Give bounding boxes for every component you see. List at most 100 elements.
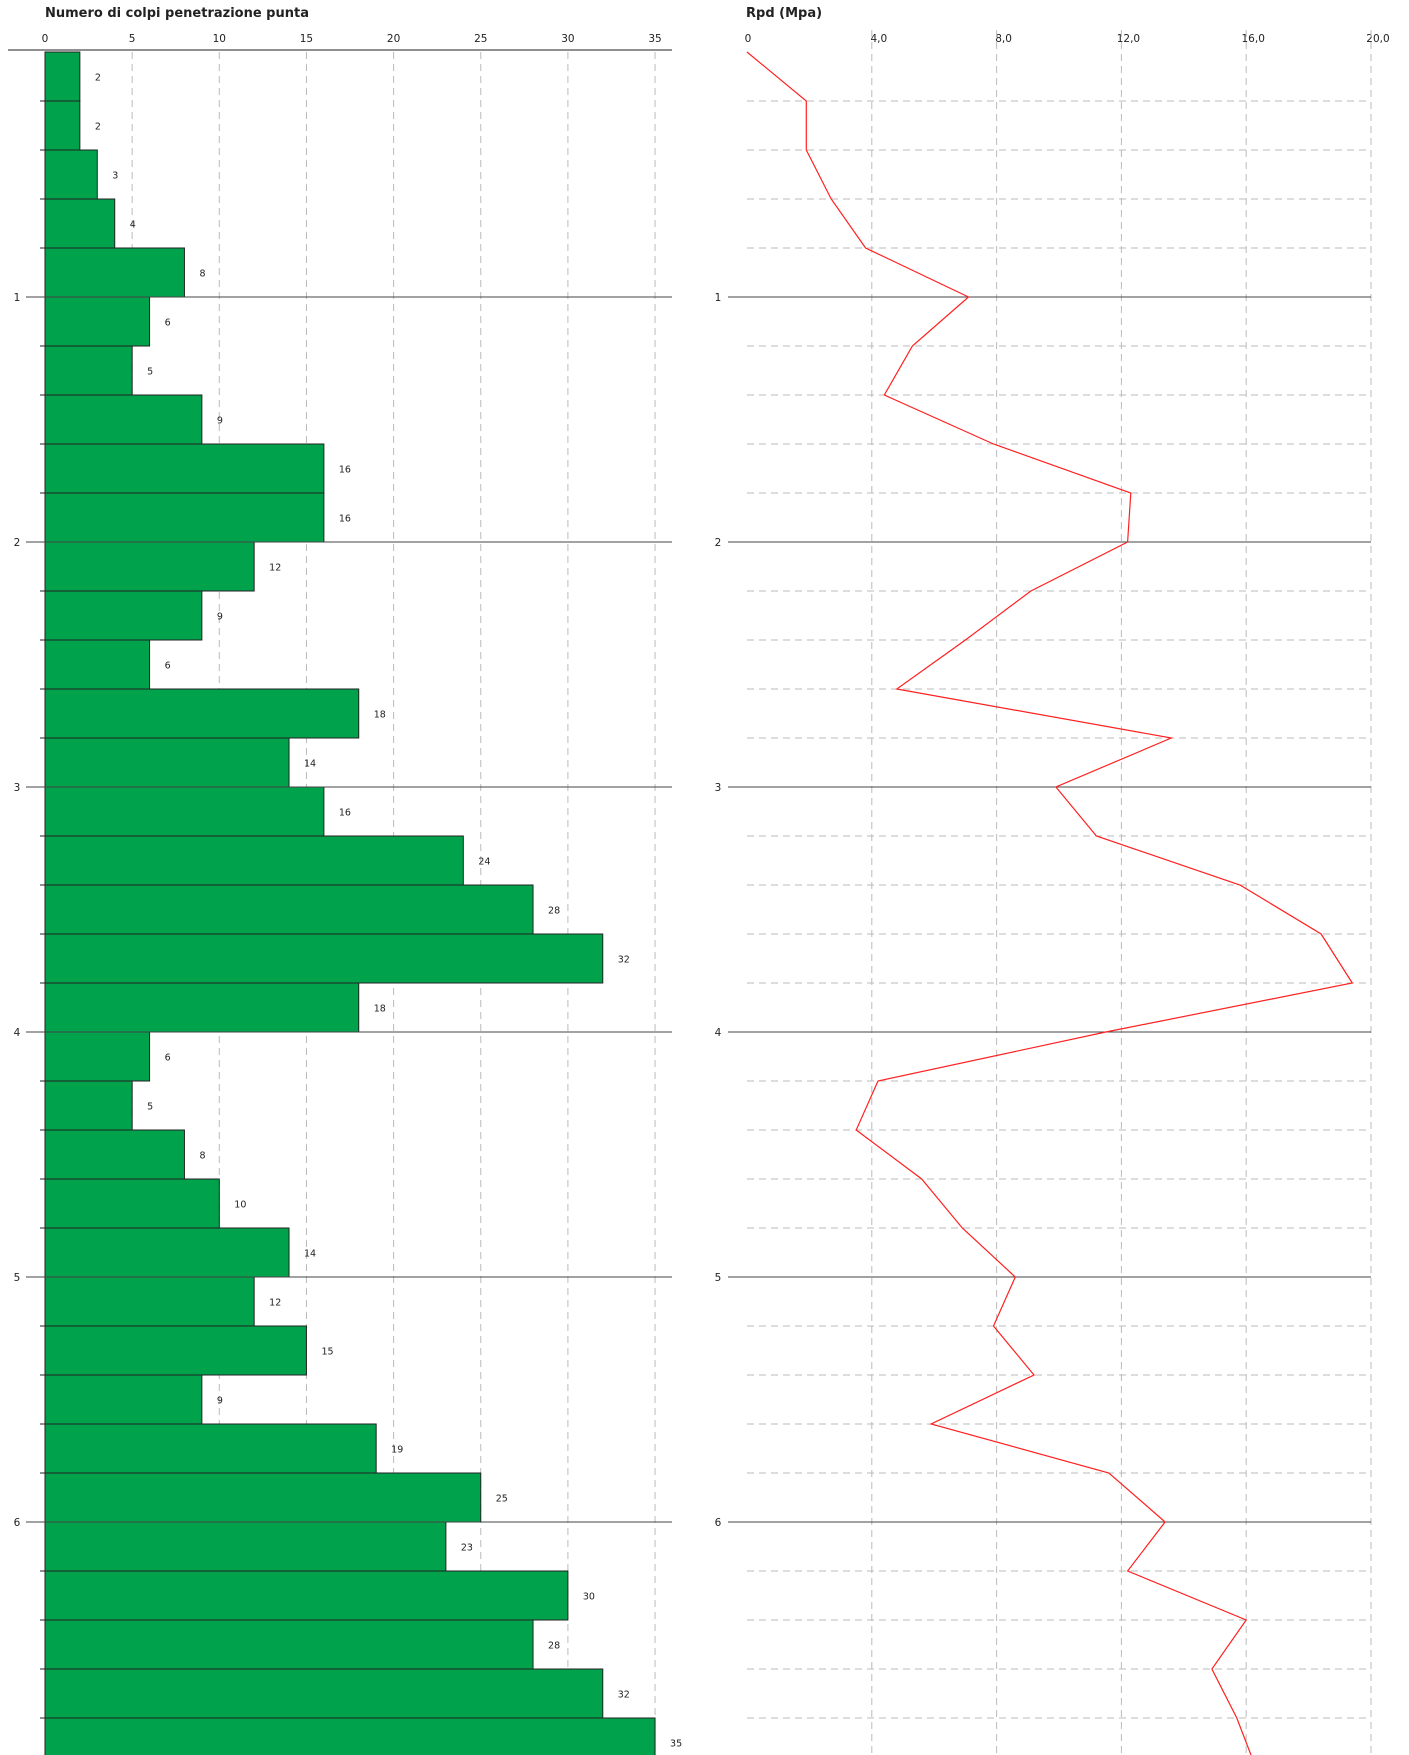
left-chart-title: Numero di colpi penetrazione punta — [45, 6, 309, 21]
left-x-tick-label: 15 — [300, 33, 313, 45]
blow-count-bar — [44, 394, 203, 445]
blow-count-bar — [44, 1570, 569, 1621]
blow-count-value-label: 28 — [548, 906, 560, 917]
blow-count-bar — [44, 1521, 447, 1572]
blow-count-value-label: 30 — [583, 1592, 595, 1603]
blow-count-bar — [44, 1325, 307, 1376]
left-x-tick-label: 35 — [648, 33, 661, 45]
blow-count-bar — [44, 247, 185, 298]
blow-count-value-label: 4 — [130, 220, 136, 231]
blow-count-bar — [44, 100, 81, 151]
blow-count-value-label: 8 — [199, 1151, 205, 1162]
blow-count-chart: 0 5 10 15 20 25 30 3522348659161612961814162428… — [8, 33, 682, 1755]
blow-count-bar — [44, 1031, 151, 1082]
blow-count-value-label: 2 — [95, 122, 101, 133]
blow-count-bar — [44, 737, 290, 788]
left-depth-label: 2 — [14, 537, 21, 549]
blow-count-value-label: 5 — [147, 1102, 153, 1113]
blow-count-bar — [44, 541, 255, 592]
left-depth-label: 6 — [14, 1517, 21, 1529]
blow-count-bar — [44, 492, 325, 543]
left-depth-label: 1 — [14, 292, 21, 304]
right-depth-label: 3 — [715, 782, 722, 794]
blow-count-value-label: 15 — [321, 1347, 333, 1358]
blow-count-value-label: 35 — [670, 1739, 682, 1750]
blow-count-value-label: 25 — [496, 1494, 508, 1505]
blow-count-value-label: 18 — [374, 710, 386, 721]
blow-count-bar — [44, 1668, 604, 1719]
blow-count-value-label: 16 — [339, 808, 351, 819]
blow-count-value-label: 12 — [269, 1298, 281, 1309]
blow-count-bar — [44, 933, 604, 984]
blow-count-value-label: 6 — [165, 1053, 171, 1064]
blow-count-value-label: 8 — [199, 269, 205, 280]
right-depth-label: 5 — [715, 1272, 722, 1284]
blow-count-bar — [44, 1227, 290, 1278]
right-x-tick-label: 16,0 — [1242, 33, 1265, 45]
blow-count-bar — [44, 835, 464, 886]
rpd-series-line — [746, 51, 1354, 1755]
blow-count-value-label: 24 — [478, 857, 490, 868]
right-x-tick-label: 4,0 — [870, 33, 887, 45]
blow-count-bar — [44, 345, 133, 396]
right-depth-label: 4 — [715, 1027, 722, 1039]
right-x-tick-label: 20,0 — [1366, 33, 1389, 45]
blow-count-bar — [44, 590, 203, 641]
left-x-tick-label: 20 — [387, 33, 400, 45]
right-x-tick-label: 8,0 — [995, 33, 1012, 45]
blow-count-value-label: 19 — [391, 1445, 403, 1456]
blow-count-value-label: 9 — [217, 612, 223, 623]
blow-count-value-label: 5 — [147, 367, 153, 378]
right-depth-label: 1 — [715, 292, 722, 304]
right-x-tick-label: 12,0 — [1117, 33, 1140, 45]
blow-count-value-label: 32 — [618, 1690, 630, 1701]
blow-count-value-label: 6 — [165, 661, 171, 672]
blow-count-bar — [44, 1178, 220, 1229]
blow-count-bar — [44, 1374, 203, 1425]
blow-count-value-label: 6 — [165, 318, 171, 329]
blow-count-bar — [44, 443, 325, 494]
rpd-chart: 0 4,0 8,0 12,0 16,0 20,0 1 2 3 4 5 6 — [715, 30, 1390, 1755]
blow-count-bar — [44, 884, 534, 935]
blow-count-bar — [44, 51, 81, 102]
blow-count-value-label: 16 — [339, 465, 351, 476]
left-depth-label: 3 — [14, 782, 21, 794]
blow-count-value-label: 3 — [112, 171, 118, 182]
right-chart-title: Rpd (Mpa) — [746, 6, 822, 21]
right-depth-label: 2 — [715, 537, 722, 549]
blow-count-value-label: 28 — [548, 1641, 560, 1652]
blow-count-bar — [44, 1717, 656, 1755]
left-x-tick-label: 0 — [42, 33, 49, 45]
blow-count-value-label: 14 — [304, 1249, 316, 1260]
left-x-tick-label: 5 — [129, 33, 136, 45]
blow-count-value-label: 9 — [217, 416, 223, 427]
blow-count-bar — [44, 296, 151, 347]
blow-count-bar — [44, 1423, 377, 1474]
blow-count-bar — [44, 982, 360, 1033]
blow-count-value-label: 16 — [339, 514, 351, 525]
left-depth-label: 4 — [14, 1027, 21, 1039]
blow-count-bar — [44, 1472, 482, 1523]
right-x-tick-label: 0 — [745, 33, 752, 45]
blow-count-value-label: 9 — [217, 1396, 223, 1407]
blow-count-value-label: 14 — [304, 759, 316, 770]
left-x-tick-label: 30 — [561, 33, 574, 45]
blow-count-bar — [44, 1129, 185, 1180]
blow-count-value-label: 32 — [618, 955, 630, 966]
left-x-tick-label: 25 — [474, 33, 487, 45]
blow-count-value-label: 12 — [269, 563, 281, 574]
left-depth-label: 5 — [14, 1272, 21, 1284]
blow-count-value-label: 23 — [461, 1543, 473, 1554]
blow-count-value-label: 2 — [95, 73, 101, 84]
right-depth-label: 6 — [715, 1517, 722, 1529]
blow-count-value-label: 18 — [374, 1004, 386, 1015]
blow-count-bar — [44, 1080, 133, 1131]
blow-count-bar — [44, 149, 98, 200]
left-x-tick-label: 10 — [213, 33, 226, 45]
blow-count-value-label: 10 — [234, 1200, 246, 1211]
blow-count-bar — [44, 639, 151, 690]
blow-count-bar — [44, 198, 116, 249]
blow-count-bar — [44, 1619, 534, 1670]
blow-count-bar — [44, 786, 325, 837]
